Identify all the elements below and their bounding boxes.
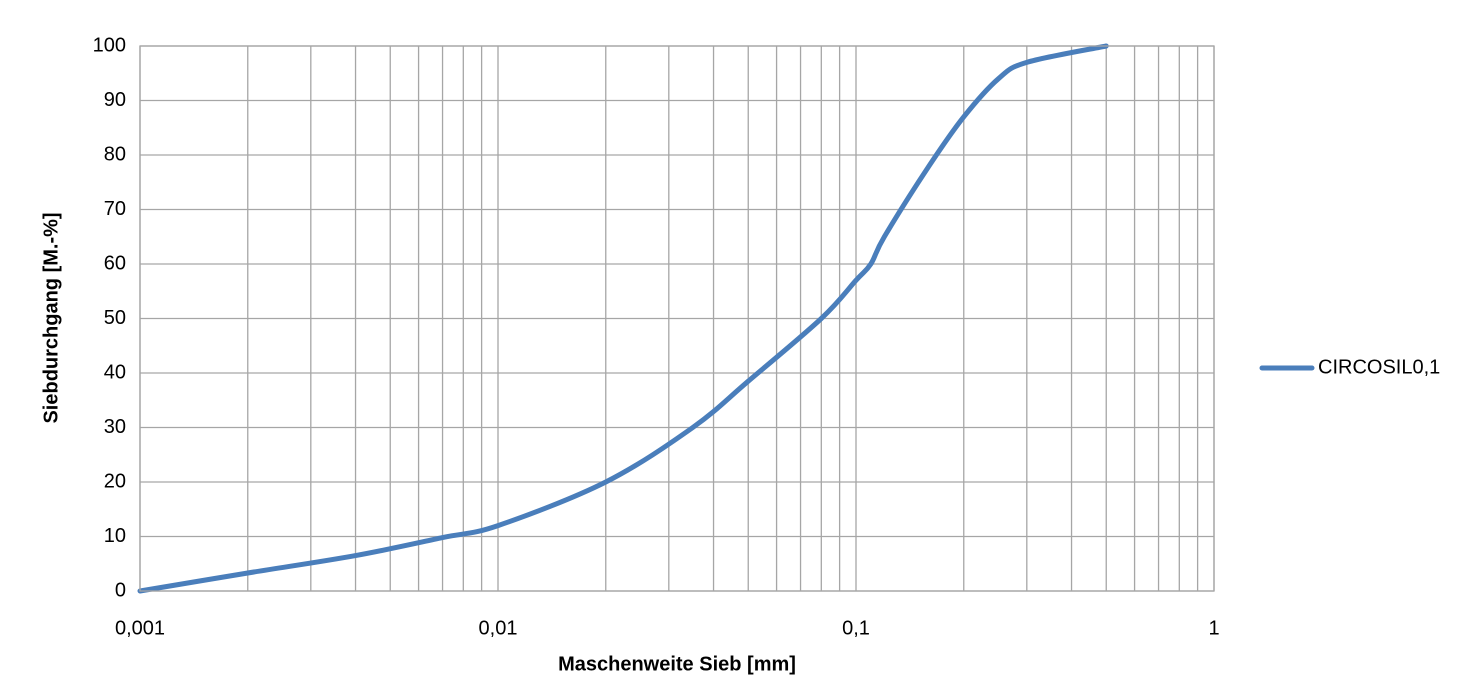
legend-label: CIRCOSIL0,1 — [1318, 356, 1440, 378]
y-tick-label: 30 — [104, 416, 126, 438]
x-tick-label: 0,001 — [115, 617, 165, 639]
data-line — [137, 43, 1109, 594]
y-tick-label: 100 — [93, 34, 126, 56]
y-tick-label: 20 — [104, 470, 126, 492]
x-tick-label: 0,1 — [842, 617, 870, 639]
x-axis-label: Maschenweite Sieb [mm] — [558, 653, 796, 675]
x-tick-label: 1 — [1208, 617, 1219, 639]
y-tick-label: 0 — [115, 579, 126, 601]
y-tick-label: 40 — [104, 361, 126, 383]
plot-border — [139, 45, 1215, 592]
y-tick-label: 50 — [104, 307, 126, 329]
y-tick-label: 70 — [104, 198, 126, 220]
y-axis-label: Siebdurchgang [M.-%] — [40, 212, 62, 423]
y-tick-label: 80 — [104, 143, 126, 165]
x-tick-label: 0,01 — [479, 617, 518, 639]
y-tick-label: 90 — [104, 89, 126, 111]
y-tick-label: 10 — [104, 525, 126, 547]
y-tick-label: 60 — [104, 252, 126, 274]
